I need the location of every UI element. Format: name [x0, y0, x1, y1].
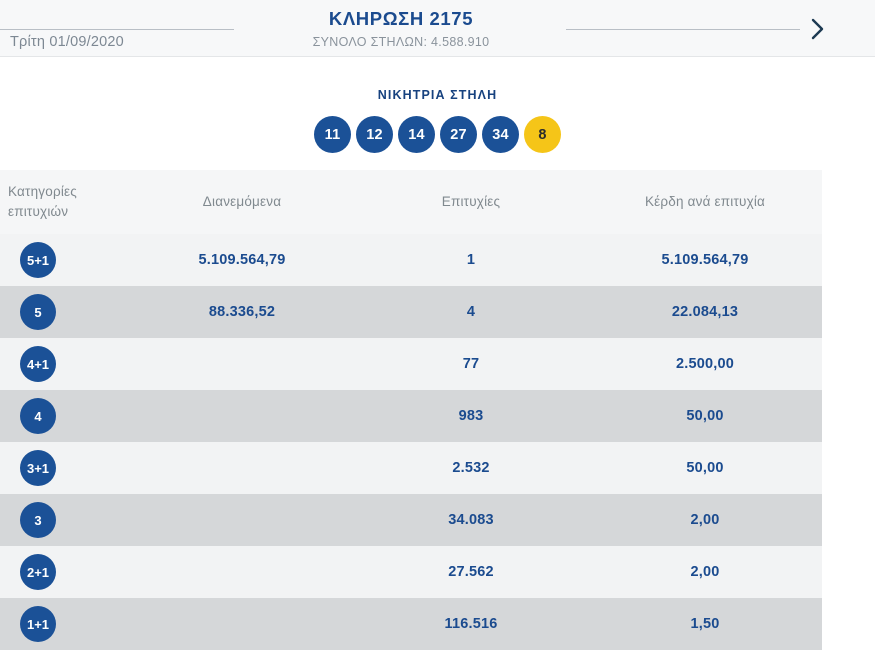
table-row: 5+1 5.109.564,79 1 5.109.564,79	[0, 234, 822, 286]
winning-numbers-list: 11 12 14 27 34 8	[0, 116, 875, 153]
prize-cell: 1,50	[690, 616, 720, 632]
category-badge: 4+1	[20, 346, 56, 382]
winning-row-section: ΝΙΚΗΤΡΙΑ ΣΤΗΛΗ 11 12 14 27 34 8	[0, 57, 875, 170]
draw-title-block: ΚΛΗΡΩΣΗ 2175 ΣΥΝΟΛΟ ΣΤΗΛΩΝ: 4.588.910	[246, 0, 556, 57]
draw-date-block: Τρίτη 01/09/2020	[0, 0, 246, 57]
hits-cell: 27.562	[448, 564, 494, 580]
column-header-prize: Κέρδη ανά επιτυχία	[644, 194, 766, 210]
draw-date: Τρίτη 01/09/2020	[10, 34, 124, 50]
table-row: 3+1 2.532 50,00	[0, 442, 822, 494]
draw-navigation-header: Τρίτη 01/09/2020 ΚΛΗΡΩΣΗ 2175 ΣΥΝΟΛΟ ΣΤΗ…	[0, 0, 875, 57]
column-header-category-line2: επιτυχιών	[8, 204, 69, 219]
prize-cell: 50,00	[686, 408, 724, 424]
prize-cell: 2.500,00	[675, 356, 735, 372]
category-badge: 2+1	[20, 554, 56, 590]
column-header-hits: Επιτυχίες	[441, 194, 501, 210]
distributed-cell: 5.109.564,79	[198, 252, 286, 268]
draw-title: ΚΛΗΡΩΣΗ 2175	[328, 8, 474, 29]
column-header-category: Κατηγορίες επιτυχιών	[0, 182, 130, 221]
prize-cell: 50,00	[686, 460, 724, 476]
category-cell: 3	[0, 502, 130, 538]
category-cell: 5+1	[0, 242, 130, 278]
category-badge: 1+1	[20, 606, 56, 642]
hits-cell: 4	[466, 304, 476, 320]
category-cell: 2+1	[0, 554, 130, 590]
winning-ball: 34	[482, 116, 519, 153]
prize-cell: 2,00	[690, 564, 720, 580]
hits-cell: 77	[462, 356, 480, 372]
category-cell: 1+1	[0, 606, 130, 642]
table-row: 4+1 77 2.500,00	[0, 338, 822, 390]
category-cell: 5	[0, 294, 130, 330]
table-row: 5 88.336,52 4 22.084,13	[0, 286, 822, 338]
winning-ball: 11	[314, 116, 351, 153]
prize-cell: 22.084,13	[671, 304, 739, 320]
next-draw-button[interactable]	[805, 16, 831, 42]
table-row: 4 983 50,00	[0, 390, 822, 442]
table-row: 1+1 116.516 1,50	[0, 598, 822, 650]
winning-ball: 14	[398, 116, 435, 153]
draw-total-columns: ΣΥΝΟΛΟ ΣΤΗΛΩΝ: 4.588.910	[312, 35, 490, 49]
category-badge: 4	[20, 398, 56, 434]
table-row: 2+1 27.562 2,00	[0, 546, 822, 598]
distributed-cell: 88.336,52	[208, 304, 276, 320]
column-header-distributed: Διανεμόμενα	[202, 194, 282, 210]
category-cell: 4	[0, 398, 130, 434]
winning-row-label: ΝΙΚΗΤΡΙΑ ΣΤΗΛΗ	[377, 88, 498, 102]
category-badge: 5	[20, 294, 56, 330]
hits-cell: 116.516	[444, 616, 498, 632]
category-badge: 3	[20, 502, 56, 538]
hits-cell: 34.083	[448, 512, 494, 528]
category-badge: 5+1	[20, 242, 56, 278]
winning-ball: 27	[440, 116, 477, 153]
category-badge: 3+1	[20, 450, 56, 486]
table-header-row: Κατηγορίες επιτυχιών Διανεμόμενα Επιτυχί…	[0, 170, 822, 234]
category-cell: 4+1	[0, 346, 130, 382]
hits-cell: 983	[458, 408, 484, 424]
category-cell: 3+1	[0, 450, 130, 486]
header-rule-left	[0, 29, 234, 30]
hits-cell: 2.532	[452, 460, 490, 476]
prize-cell: 5.109.564,79	[661, 252, 749, 268]
chevron-right-icon	[811, 18, 825, 40]
bonus-ball: 8	[524, 116, 561, 153]
column-header-category-line1: Κατηγορίες	[8, 184, 77, 200]
winning-ball: 12	[356, 116, 393, 153]
table-row: 3 34.083 2,00	[0, 494, 822, 546]
hits-cell: 1	[466, 252, 476, 268]
next-draw-block	[556, 0, 875, 57]
prize-cell: 2,00	[690, 512, 720, 528]
prize-breakdown-table: Κατηγορίες επιτυχιών Διανεμόμενα Επιτυχί…	[0, 170, 822, 650]
header-rule-right	[566, 29, 800, 30]
